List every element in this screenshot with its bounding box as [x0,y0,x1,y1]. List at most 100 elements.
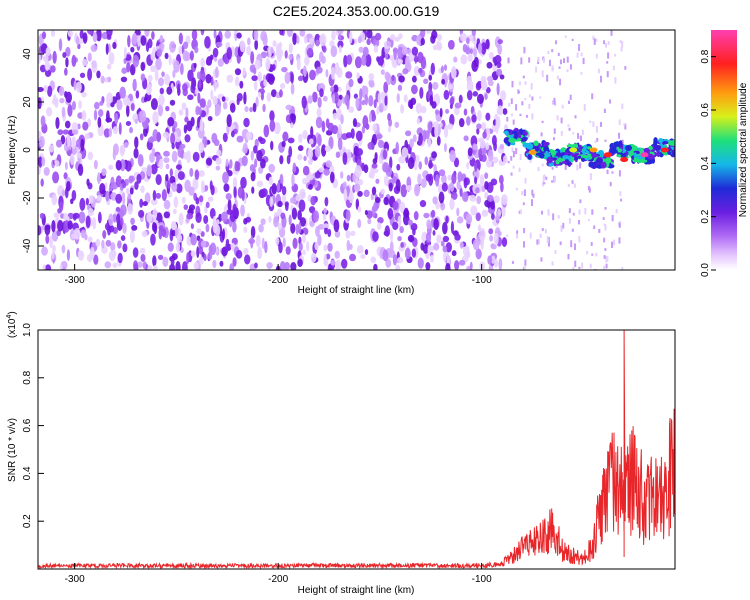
spectrogram-cell [453,56,458,63]
spectrogram-cell [61,244,66,254]
spectrogram-cell [64,120,71,129]
spectrogram-cell [307,159,313,165]
spectrogram-cell [200,180,205,194]
spectrogram-cell [75,81,82,93]
spectrogram-cell [222,171,229,184]
spectrogram-cell [576,164,579,171]
spectrogram-cell [330,86,335,93]
spectrogram-cell [405,130,412,137]
spectrogram-cell [62,52,67,59]
spectrogram-cell [469,261,473,270]
colorbar-tick-label: 0.6 [700,103,711,117]
spectrogram-cell [229,263,234,270]
spectrogram-cell [38,52,42,65]
spectrogram-cell [584,207,587,215]
spectrogram-cell [486,75,494,82]
spectrogram-cell [525,114,528,118]
spectrogram-cell [198,106,202,116]
spectrogram-cell [331,93,336,104]
spectrogram-cell [80,138,85,152]
spectrogram-cell [40,178,44,187]
spectrogram-cell [209,180,213,191]
spectrogram-cell [415,102,422,114]
spectrogram-cell [71,100,76,111]
spectrogram-cell [368,73,375,81]
spectrogram-cell [387,126,392,133]
spectrogram-cell [600,162,607,169]
y-tick-label: 20 [22,96,33,108]
spectrogram-cell [79,197,86,211]
spectrogram-cell [460,54,468,65]
spectrogram-cell [368,95,374,107]
spectrogram-cell [193,62,197,69]
spectrogram-cell [282,237,286,248]
spectrogram-cell [653,144,662,150]
spectrogram-cell [243,217,248,225]
spectrogram-cell [142,201,148,207]
spectrogram-cell [199,98,206,108]
spectrogram-cell [540,132,543,137]
spectrogram-cell [288,214,292,226]
spectrogram-cell [445,215,449,224]
spectrogram-cell [466,80,474,93]
spectrogram-cell [465,250,471,259]
snr-ylabel: SNR (10 * v/v) [7,418,18,482]
spectrogram-cell [222,132,228,143]
spectrogram-cell [281,185,287,196]
spectrogram-cell [54,160,60,167]
spectrogram-cell [566,161,572,166]
spectrogram-cell [207,99,212,109]
spectrogram-cell [411,75,417,83]
spectrogram-cell [134,136,139,149]
spectrogram-cell [119,86,126,99]
spectrogram-cell [606,169,609,174]
spectrogram-cell [619,191,622,196]
spectrogram-cell [306,33,313,39]
spectrogram-cell [425,262,431,270]
spectrogram-cell [551,101,554,104]
spectrogram-cell [306,174,314,181]
spectrogram-cell [140,247,146,254]
spectrogram-cell [555,152,562,157]
spectrogram-cell [536,239,539,245]
spectrogram-cell [55,116,60,129]
spectrogram-cell [515,147,518,155]
spectrogram-cell [123,46,127,59]
spectrogram-cell [129,126,133,134]
spectrogram-cell [364,54,372,67]
spectrogram-cell [140,61,146,72]
spectrogram-cell [504,130,509,136]
spectrogram-cell [270,46,274,54]
spectrogram-cell [450,191,458,201]
spectrogram-cell [186,150,191,164]
spectrogram-cell [87,208,94,217]
spectrogram-cell [440,240,445,247]
spectrogram-cell [516,230,519,234]
spectrogram-cell [234,76,240,87]
spectrogram-cell [454,260,460,270]
spectrogram-cell [386,73,392,86]
spectrogram-cell [225,192,232,200]
spectrogram-cell [449,103,453,109]
spectrogram-cell [407,219,413,226]
spectrogram-cell [290,223,296,234]
spectrogram-cell [567,124,570,127]
spectrogram-cell [161,189,167,202]
spectrogram-cell [242,142,248,154]
colorbar-tick-label: 0.8 [700,49,711,63]
spectrogram-cell [443,143,447,153]
spectrogram-cell [498,174,504,185]
spectrogram-cell [212,259,217,269]
spectrogram-cell [78,100,82,110]
y-tick-label: 0.4 [22,466,33,480]
spectrogram-cell [413,159,418,171]
spectrogram-cell [495,115,501,129]
spectrogram-cell [182,50,189,62]
spectrogram-cell [389,228,394,242]
spectrogram-cell [356,72,360,79]
spectrogram-cell [101,168,107,176]
spectrogram-cell [423,78,429,85]
spectrogram-cell [123,142,129,148]
spectrogram-cell [519,128,523,136]
spectrogram-cell [310,195,317,206]
